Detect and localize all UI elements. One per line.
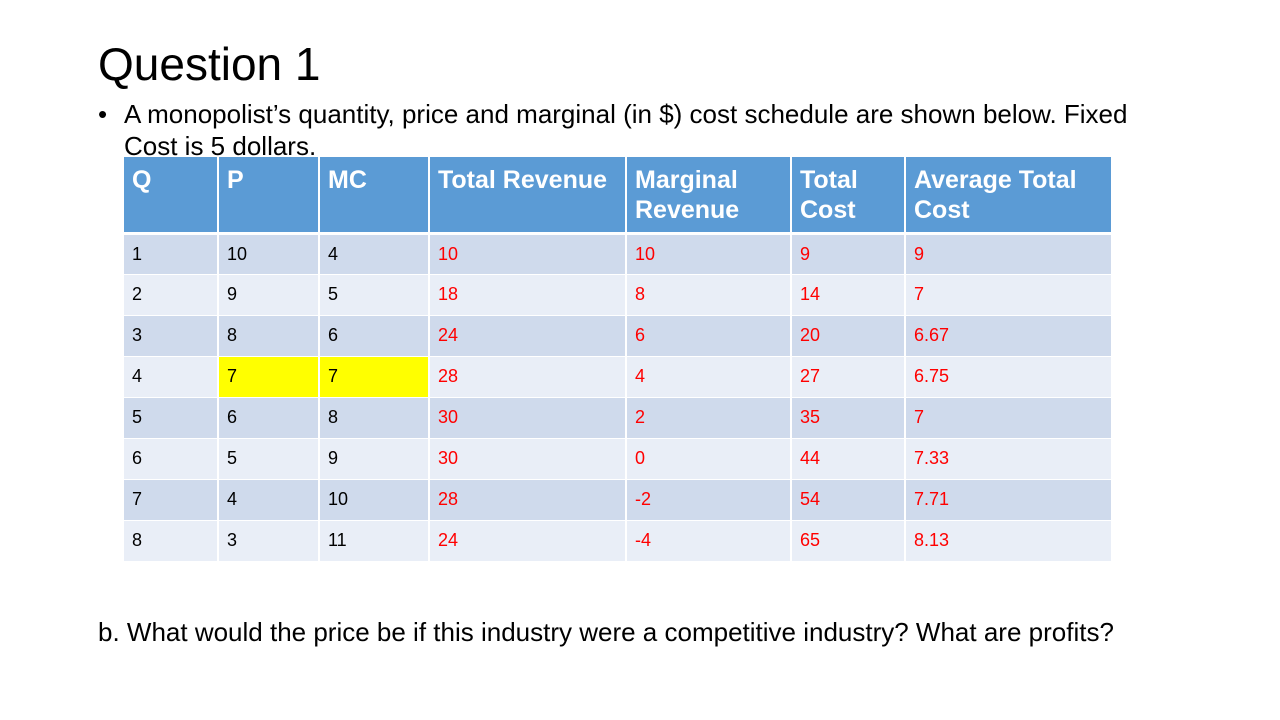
cell-p: 5: [218, 438, 320, 480]
cell-q: 3: [124, 315, 219, 357]
table-header-row: Q P MC Total Revenue Marginal Revenue To…: [124, 157, 1111, 235]
cell-marginal-revenue: 0: [626, 438, 792, 480]
cell-q: 8: [124, 520, 219, 562]
cell-total-revenue: 10: [429, 233, 627, 275]
cell-p: 6: [218, 397, 320, 439]
header-q: Q: [124, 157, 219, 235]
cell-marginal-revenue: 6: [626, 315, 792, 357]
table-row: 5 6 8 30 2 35 7: [124, 397, 1111, 439]
cell-mc: 4: [319, 233, 430, 275]
table-row: 7 4 10 28 -2 54 7.71: [124, 479, 1111, 521]
cell-q: 5: [124, 397, 219, 439]
cell-p: 4: [218, 479, 320, 521]
cell-average-total-cost: 6.67: [905, 315, 1111, 357]
header-marginal-revenue: Marginal Revenue: [626, 157, 792, 235]
header-mc: MC: [319, 157, 430, 235]
bullet-item: • A monopolist’s quantity, price and mar…: [98, 98, 1178, 162]
table-row: 3 8 6 24 6 20 6.67: [124, 315, 1111, 357]
cell-p-highlighted: 7: [218, 356, 320, 398]
cell-total-cost: 44: [791, 438, 906, 480]
cell-total-cost: 20: [791, 315, 906, 357]
cell-mc-highlighted: 7: [319, 356, 430, 398]
cell-q: 4: [124, 356, 219, 398]
cell-mc: 5: [319, 274, 430, 316]
table-row: 6 5 9 30 0 44 7.33: [124, 438, 1111, 480]
header-total-revenue: Total Revenue: [429, 157, 627, 235]
cell-total-revenue: 28: [429, 479, 627, 521]
cell-marginal-revenue: 2: [626, 397, 792, 439]
header-average-total-cost: Average Total Cost: [905, 157, 1111, 235]
cell-average-total-cost: 7: [905, 397, 1111, 439]
cell-mc: 6: [319, 315, 430, 357]
cell-marginal-revenue: 10: [626, 233, 792, 275]
cell-mc: 11: [319, 520, 430, 562]
header-p: P: [218, 157, 320, 235]
cell-average-total-cost: 6.75: [905, 356, 1111, 398]
table-row: 2 9 5 18 8 14 7: [124, 274, 1111, 316]
cell-total-revenue: 18: [429, 274, 627, 316]
table-row: 8 3 11 24 -4 65 8.13: [124, 520, 1111, 562]
cell-total-cost: 35: [791, 397, 906, 439]
cell-marginal-revenue: -2: [626, 479, 792, 521]
cell-mc: 8: [319, 397, 430, 439]
cell-total-revenue: 24: [429, 315, 627, 357]
cell-total-cost: 14: [791, 274, 906, 316]
bullet-text: A monopolist’s quantity, price and margi…: [124, 99, 1128, 161]
cell-p: 3: [218, 520, 320, 562]
cell-total-cost: 65: [791, 520, 906, 562]
cell-average-total-cost: 7.33: [905, 438, 1111, 480]
cell-p: 10: [218, 233, 320, 275]
cell-total-revenue: 28: [429, 356, 627, 398]
cell-q: 2: [124, 274, 219, 316]
question-b-text: b. What would the price be if this indus…: [98, 617, 1114, 647]
cell-average-total-cost: 7: [905, 274, 1111, 316]
cell-total-cost: 27: [791, 356, 906, 398]
table-row: 1 10 4 10 10 9 9: [124, 233, 1111, 275]
cell-mc: 10: [319, 479, 430, 521]
cell-total-revenue: 24: [429, 520, 627, 562]
cell-q: 1: [124, 233, 219, 275]
cell-total-revenue: 30: [429, 397, 627, 439]
header-total-cost: Total Cost: [791, 157, 906, 235]
cell-average-total-cost: 9: [905, 233, 1111, 275]
cell-total-revenue: 30: [429, 438, 627, 480]
cell-marginal-revenue: -4: [626, 520, 792, 562]
cell-q: 6: [124, 438, 219, 480]
bullet-dot-icon: •: [98, 99, 108, 129]
cell-average-total-cost: 7.71: [905, 479, 1111, 521]
cost-schedule-table: Q P MC Total Revenue Marginal Revenue To…: [124, 157, 1111, 562]
cell-p: 8: [218, 315, 320, 357]
cell-total-cost: 9: [791, 233, 906, 275]
slide-title: Question 1: [98, 38, 321, 90]
cell-average-total-cost: 8.13: [905, 520, 1111, 562]
cell-marginal-revenue: 4: [626, 356, 792, 398]
cell-marginal-revenue: 8: [626, 274, 792, 316]
table-row: 4 7 7 28 4 27 6.75: [124, 356, 1111, 398]
cell-mc: 9: [319, 438, 430, 480]
cell-total-cost: 54: [791, 479, 906, 521]
cell-q: 7: [124, 479, 219, 521]
cell-p: 9: [218, 274, 320, 316]
